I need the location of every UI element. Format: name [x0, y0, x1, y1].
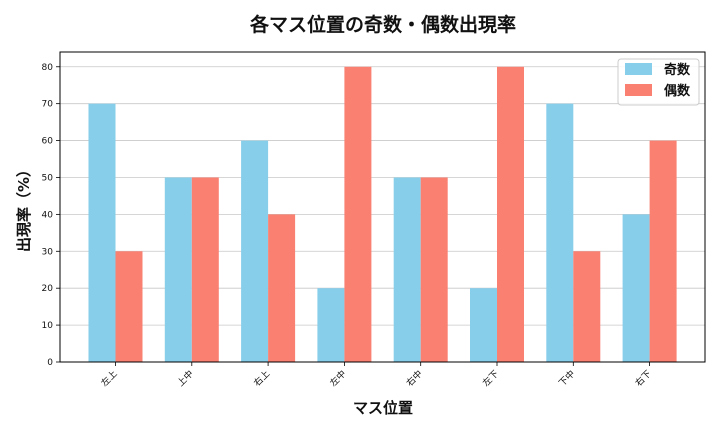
y-tick-label: 50 — [42, 173, 54, 183]
bars — [88, 66, 677, 363]
y-tick-label: 60 — [42, 137, 54, 147]
x-tick-label: 上中 — [175, 368, 196, 389]
bar-odd — [241, 140, 269, 362]
legend-swatch — [625, 84, 652, 96]
bar-even — [191, 177, 219, 362]
y-tick-label: 30 — [42, 247, 54, 257]
bar-odd — [164, 177, 192, 362]
bar-odd — [393, 177, 421, 362]
y-axis-label: 出現率（%） — [15, 162, 33, 252]
y-tick-label: 80 — [42, 63, 54, 73]
chart-title: 各マス位置の奇数・偶数出現率 — [249, 13, 516, 36]
y-tick-label: 20 — [42, 284, 54, 294]
y-tick-label: 10 — [42, 321, 54, 331]
x-axis-ticks: 左上 上中 右上 左中 右中 左下 下中 右下 — [98, 362, 654, 389]
x-axis-label: マス位置 — [353, 399, 413, 417]
x-tick-label: 右上 — [251, 368, 272, 389]
legend-label: 奇数 — [664, 62, 691, 78]
bar-even — [420, 177, 448, 362]
bar-odd — [317, 288, 345, 362]
x-tick-label: 右下 — [632, 368, 653, 389]
bar-even — [573, 251, 601, 362]
bar-even — [115, 251, 143, 362]
bar-even — [497, 66, 524, 362]
bar-odd — [622, 214, 650, 362]
bar-even — [649, 140, 677, 362]
plot-frame — [59, 51, 706, 363]
y-axis-ticks: 0 10 20 30 40 50 60 70 80 — [42, 63, 60, 368]
bar-even — [268, 214, 296, 362]
legend-label: 偶数 — [664, 83, 691, 99]
bar-even — [344, 66, 372, 362]
x-tick-label: 左下 — [480, 368, 501, 389]
x-tick-label: 下中 — [556, 368, 577, 389]
legend-swatch — [625, 63, 652, 75]
y-tick-label: 70 — [42, 100, 54, 110]
bar-odd — [470, 288, 497, 362]
grid-lines — [60, 66, 705, 363]
bar-odd — [546, 103, 574, 363]
bar-odd — [88, 103, 116, 363]
x-tick-label: 左上 — [98, 368, 119, 389]
x-tick-label: 左中 — [327, 368, 348, 389]
x-tick-label: 右中 — [404, 368, 425, 389]
y-tick-label: 0 — [47, 358, 53, 368]
y-tick-label: 40 — [42, 210, 54, 220]
